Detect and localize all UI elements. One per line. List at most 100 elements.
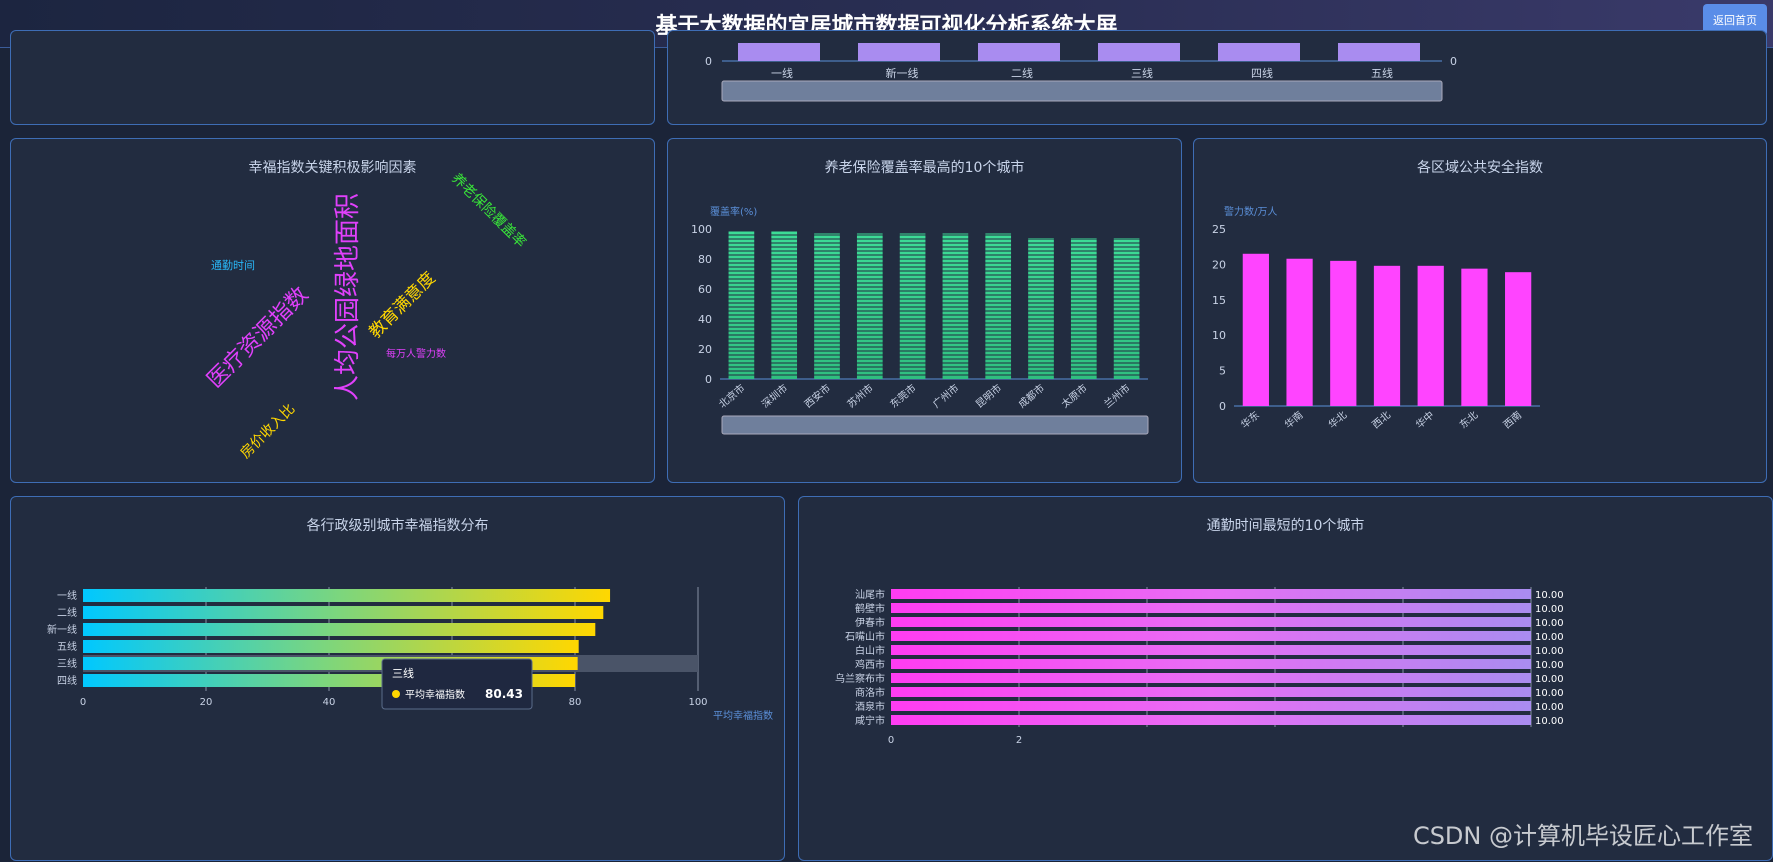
y-tick-label: 15	[1212, 294, 1226, 307]
y-tick-label: 乌兰察布市	[835, 672, 885, 685]
value-label: 10.00	[1535, 618, 1564, 629]
happiness-chart: 020406080100一线二线新一线五线三线四线平均幸福指数三线平均幸福指数8…	[47, 587, 773, 722]
value-label: 10.00	[1535, 590, 1564, 601]
bar	[738, 43, 820, 61]
x-tick-label: 二线	[1011, 66, 1033, 80]
panel-top-left	[10, 30, 655, 125]
value-label: 10.00	[1535, 646, 1564, 657]
x-tick-label: 2	[1016, 735, 1022, 746]
x-tick-label: 华中	[1413, 408, 1437, 431]
safety-chart: 警力数/万人 0 5 10 15 20 25 华东 华南 华北 西北 华中 东北 西南	[1212, 205, 1540, 431]
bar	[891, 659, 1531, 669]
x-tick-label: 华东	[1238, 408, 1262, 431]
word: 养老保险覆盖率	[448, 170, 529, 251]
y-tick-label: 商洛市	[855, 686, 885, 699]
commute-chart: 0 2 汕尾市 10.00 鹤壁市 10.00 伊春市 10.00 石嘴山市 10.00 白山市 10…	[835, 587, 1564, 746]
bar	[1338, 43, 1420, 61]
safety-title: 各区域公共安全指数	[1417, 160, 1543, 176]
x-tick-label: 兰州市	[1101, 381, 1132, 410]
value-label: 10.00	[1535, 716, 1564, 727]
tooltip	[381, 658, 533, 710]
y-tick-label: 10	[1212, 329, 1226, 342]
bar	[891, 603, 1531, 613]
happiness-title: 各行政级别城市幸福指数分布	[306, 518, 489, 534]
x-tick-label: 广州市	[930, 381, 961, 410]
bar	[1373, 265, 1401, 406]
bar	[891, 715, 1531, 725]
bar	[891, 687, 1531, 697]
x-tick-label: 0	[888, 735, 894, 746]
value-label: 10.00	[1535, 702, 1564, 713]
y-tick-label: 伊春市	[855, 616, 885, 629]
data-zoom-slider[interactable]	[721, 415, 1149, 435]
bar	[83, 589, 611, 602]
wordcloud-panel: 幸福指数关键积极影响因素 人均公园绿地面积 医疗资源指数 教育满意度 养老保险覆…	[10, 138, 655, 483]
y-tick-label: 鹤壁市	[855, 602, 885, 615]
wordcloud-title: 幸福指数关键积极影响因素	[248, 160, 417, 176]
x-tick-label: 华南	[1282, 408, 1306, 431]
commute-title: 通勤时间最短的10个城市	[1206, 518, 1365, 534]
x-tick-label: 100	[688, 697, 707, 708]
bar	[1417, 265, 1444, 406]
x-tick-label: 0	[80, 697, 86, 708]
commute-panel: 通勤时间最短的10个城市 0 2 汕尾市 10.00 鹤壁市 10.00 伊春市 10.00 石…	[798, 496, 1773, 861]
tooltip-marker	[392, 690, 400, 698]
x-tick-label: 四线	[1251, 66, 1273, 80]
bar	[891, 589, 1531, 599]
x-tick-label: 东北	[1457, 408, 1481, 431]
tooltip-label: 平均幸福指数	[405, 688, 465, 701]
safety-panel: 各区域公共安全指数 警力数/万人 0 5 10 15 20 25 华东 华南 华北 西北 华中 东北 西南	[1193, 138, 1767, 483]
y-tick-label: 5	[1219, 365, 1226, 378]
bar	[978, 43, 1060, 61]
y-tick-label: 白山市	[855, 644, 885, 657]
x-tick-label: 太原市	[1058, 381, 1089, 410]
word: 人均公园绿地面积	[333, 193, 363, 401]
value-label: 10.00	[1535, 604, 1564, 615]
x-tick-label: 一线	[771, 66, 793, 80]
legend-label: 平均幸福指数	[713, 709, 773, 722]
word: 房价收入比	[238, 401, 299, 462]
y-tick-label: 二线	[57, 606, 77, 619]
y-tick-label: 40	[698, 313, 712, 326]
bar	[83, 623, 596, 636]
value-label: 10.00	[1535, 674, 1564, 685]
y-tick-label: 60	[698, 283, 712, 296]
y-tick-label: 汕尾市	[855, 588, 885, 601]
value-label: 10.00	[1535, 632, 1564, 643]
y-tick-label: 25	[1212, 223, 1226, 236]
happiness-panel: 各行政级别城市幸福指数分布 020406080100一线二线新一线五线三线四线平…	[10, 496, 785, 861]
y-tick-label: 鸡西市	[855, 658, 885, 671]
y-axis-label: 覆盖率(%)	[710, 205, 757, 218]
word: 医疗资源指数	[203, 282, 314, 393]
tier-bar-chart: 0 0 一线 新一线 二线 三线 四线 五线	[705, 43, 1457, 102]
bar	[1461, 268, 1488, 406]
tooltip-category: 三线	[392, 666, 414, 680]
bar	[891, 645, 1531, 655]
pension-chart: 覆盖率(%) 0 20 40 60 80 100 北京市 深圳市 西安市 苏州市 东莞市 广州市 昆明市成…	[691, 205, 1149, 435]
panel-top-right: 0 0 一线 新一线 二线 三线 四线 五线	[667, 30, 1767, 125]
y-tick-label: 100	[691, 223, 712, 236]
wordcloud: 人均公园绿地面积 医疗资源指数 教育满意度 养老保险覆盖率 房价收入比 通勤时间…	[203, 170, 530, 462]
bar	[728, 230, 755, 379]
word: 每万人警力数	[386, 347, 446, 360]
x-tick-label: 五线	[1371, 66, 1393, 80]
x-tick-label: 西安市	[802, 381, 833, 410]
x-tick-label: 三线	[1131, 66, 1153, 80]
y-tick-label: 三线	[57, 657, 77, 670]
word: 教育满意度	[365, 268, 439, 342]
bar	[771, 230, 798, 379]
y-tick-label: 一线	[57, 589, 77, 602]
bar	[891, 673, 1531, 683]
bar	[891, 701, 1531, 711]
bar	[83, 640, 579, 653]
y-tick-label: 0	[1219, 400, 1226, 413]
y-tick-label: 酒泉市	[855, 700, 885, 713]
value-label: 10.00	[1535, 660, 1564, 671]
pension-title: 养老保险覆盖率最高的10个城市	[824, 160, 1025, 176]
bar	[1505, 272, 1532, 406]
bar	[83, 606, 604, 619]
y-tick-label: 0	[1450, 55, 1457, 68]
x-tick-label: 深圳市	[759, 381, 790, 410]
bar	[1242, 253, 1269, 406]
data-zoom-slider[interactable]	[721, 80, 1443, 102]
